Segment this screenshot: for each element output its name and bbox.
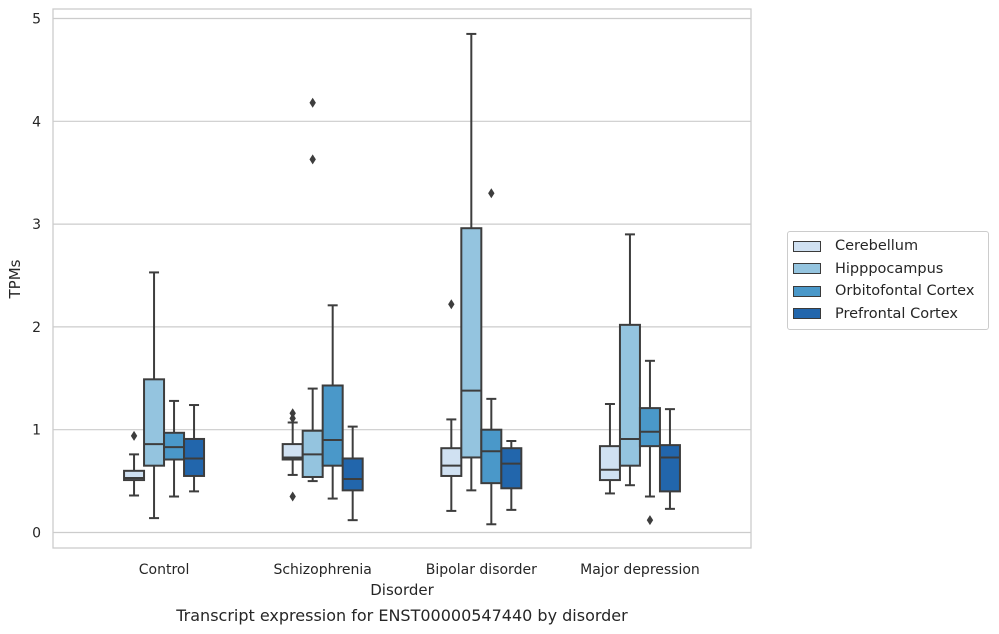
outlier-point bbox=[309, 97, 316, 108]
grid-lines bbox=[53, 17, 751, 534]
legend-swatch-cerebellum bbox=[793, 240, 821, 252]
box-group bbox=[460, 32, 483, 492]
y-tick-label: 5 bbox=[32, 12, 41, 28]
box-iqr bbox=[638, 407, 661, 448]
legend-label-orbitofrontal: Orbitofontal Cortex bbox=[835, 283, 975, 300]
box-group bbox=[500, 440, 523, 511]
outlier-point bbox=[130, 430, 138, 441]
legend-swatch-hippocampus bbox=[793, 263, 821, 275]
plot-frame bbox=[52, 8, 752, 549]
box-elements bbox=[123, 32, 681, 526]
box-iqr bbox=[658, 444, 681, 493]
y-tick-label: 1 bbox=[32, 423, 41, 439]
legend-swatch-orbitofrontal bbox=[793, 285, 821, 297]
box-iqr bbox=[143, 378, 166, 467]
outlier-point bbox=[289, 408, 296, 419]
box-iqr bbox=[460, 227, 483, 459]
y-tick-label: 2 bbox=[32, 320, 41, 336]
box-group bbox=[658, 408, 681, 510]
x-tick-label: Bipolar disorder bbox=[426, 562, 537, 578]
outlier-point bbox=[289, 413, 296, 424]
y-tick-label: 3 bbox=[32, 217, 41, 233]
legend-label-hippocampus: Hipppocampus bbox=[835, 260, 944, 277]
legend-swatch-prefrontal bbox=[793, 308, 821, 320]
box-group bbox=[480, 188, 503, 526]
outlier-point bbox=[309, 154, 316, 165]
box-group bbox=[123, 430, 146, 497]
box-group bbox=[163, 399, 186, 498]
box-group bbox=[143, 271, 166, 520]
y-tick-labels: 0 1 2 3 4 5 bbox=[32, 12, 41, 542]
y-axis-label: TPMs bbox=[6, 259, 24, 299]
legend-item: Cerebellum bbox=[788, 235, 988, 258]
outlier-point bbox=[488, 188, 495, 199]
x-axis-label: Disorder bbox=[370, 581, 434, 599]
outlier-point bbox=[448, 299, 455, 310]
outlier-point bbox=[289, 491, 296, 502]
legend-item: Hipppocampus bbox=[788, 258, 988, 281]
box-iqr bbox=[598, 445, 621, 482]
x-tick-labels: Control Schizophrenia Bipolar disorder Majo… bbox=[139, 562, 700, 578]
box-iqr bbox=[480, 428, 503, 485]
box-group bbox=[618, 233, 641, 487]
box-group bbox=[341, 425, 364, 522]
y-tick-label: 4 bbox=[32, 114, 41, 130]
legend-item: Orbitofontal Cortex bbox=[788, 280, 988, 303]
legend-item: Prefrontal Cortex bbox=[788, 303, 988, 326]
box-iqr bbox=[440, 447, 463, 477]
chart-caption: Transcript expression for ENST0000054744… bbox=[176, 606, 628, 625]
box-iqr bbox=[183, 437, 206, 477]
x-tick-label: Control bbox=[139, 562, 190, 578]
box-iqr bbox=[341, 457, 364, 492]
x-tick-label: Major depression bbox=[580, 562, 700, 578]
box-iqr bbox=[618, 323, 641, 467]
legend-label-prefrontal: Prefrontal Cortex bbox=[835, 305, 958, 322]
box-iqr bbox=[500, 447, 523, 490]
y-tick-label: 0 bbox=[32, 526, 41, 542]
outlier-point bbox=[646, 515, 654, 526]
box-group bbox=[440, 299, 463, 512]
box-iqr bbox=[123, 469, 146, 482]
box-group bbox=[321, 304, 344, 500]
legend-label-cerebellum: Cerebellum bbox=[835, 238, 919, 255]
legend: Cerebellum Hipppocampus Orbitofontal Cor… bbox=[787, 231, 989, 330]
x-tick-label: Schizophrenia bbox=[273, 562, 371, 578]
box-group bbox=[638, 359, 661, 526]
box-group bbox=[301, 97, 324, 483]
box-group bbox=[598, 403, 621, 495]
box-group bbox=[183, 404, 206, 493]
box-iqr bbox=[321, 384, 344, 467]
box-iqr bbox=[163, 431, 186, 461]
box-group bbox=[281, 408, 304, 502]
